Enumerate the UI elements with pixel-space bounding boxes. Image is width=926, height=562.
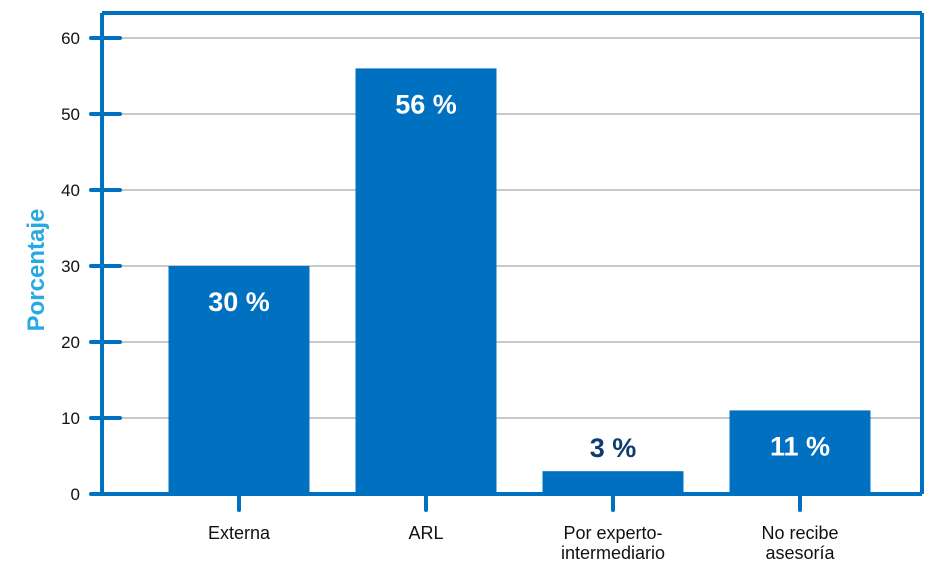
y-axis-label: Porcentaje <box>23 209 50 332</box>
y-tick-label: 30 <box>61 257 80 276</box>
x-tick-label: No recibe <box>761 523 838 543</box>
y-tick-label: 50 <box>61 105 80 124</box>
y-tick-label: 10 <box>61 409 80 428</box>
x-tick-label: Por experto- <box>563 523 662 543</box>
axes <box>89 11 924 512</box>
y-tick-label: 20 <box>61 333 80 352</box>
bar <box>729 410 871 494</box>
bar <box>542 471 684 494</box>
y-tick-label: 0 <box>71 485 80 504</box>
data-label: 56 % <box>395 89 457 119</box>
bar <box>168 266 310 494</box>
y-tick-label: 40 <box>61 181 80 200</box>
x-tick-label: ARL <box>408 523 443 543</box>
bars <box>168 68 871 495</box>
data-label: 3 % <box>590 433 637 463</box>
x-tick-label: intermediario <box>561 543 665 562</box>
y-tick-label: 60 <box>61 29 80 48</box>
labels: 0 10 20 30 40 50 60 30 % Externa 56 % ARL 3 % Por ex… <box>61 29 838 562</box>
x-tick-label: Externa <box>208 523 271 543</box>
x-tick-label: asesoría <box>765 543 835 562</box>
bar <box>355 68 497 495</box>
data-label: 11 % <box>770 431 830 461</box>
data-label: 30 % <box>208 287 270 317</box>
